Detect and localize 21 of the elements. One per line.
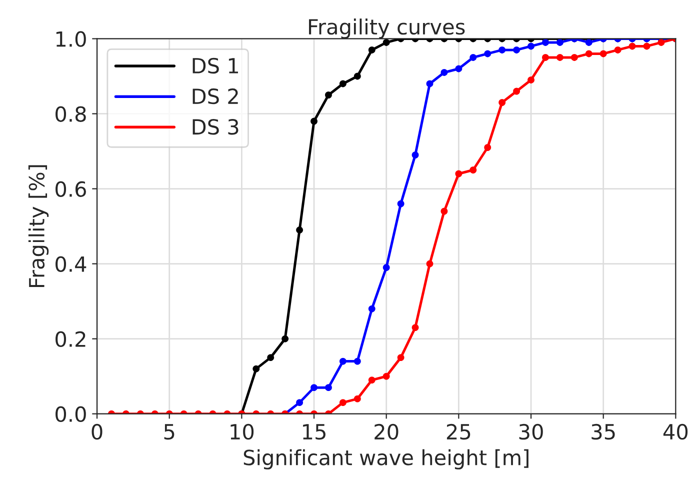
x-tick-label: 0 — [92, 424, 102, 440]
legend-label: DS 2 — [192, 88, 238, 104]
legend-label: DS 3 — [192, 118, 238, 135]
x-tick-label: 5 — [164, 424, 174, 440]
y-tick-label: 0.6 — [56, 181, 86, 197]
chart-title: Fragility curves — [309, 18, 465, 39]
x-axis-title: Significant wave height [m] — [244, 449, 528, 470]
x-tick-label: 15 — [303, 424, 326, 440]
x-tick-label: 30 — [519, 424, 543, 440]
x-tick-label: 25 — [446, 424, 470, 440]
x-tick-label: 10 — [230, 424, 254, 440]
x-tick-label: 35 — [592, 424, 615, 440]
y-tick-label: 0.2 — [56, 331, 86, 348]
y-tick-label: 0.0 — [56, 406, 86, 422]
y-axis-title: Fragility [%] — [28, 165, 49, 288]
x-tick-label: 20 — [374, 424, 398, 440]
y-tick-label: 1.0 — [56, 31, 86, 47]
y-tick-label: 0.8 — [56, 106, 86, 122]
y-tick-label: 0.4 — [56, 256, 86, 272]
legend-label: DS 1 — [192, 58, 238, 74]
x-tick-label: 40 — [663, 424, 688, 440]
